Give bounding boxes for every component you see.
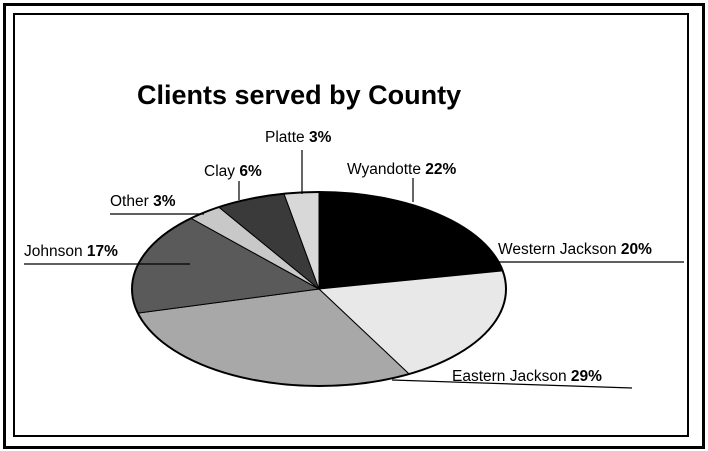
slice-label-eastern-jackson: Eastern Jackson 29% (452, 368, 602, 385)
slice-label-value: 22% (425, 161, 456, 178)
slice-label-johnson: Johnson 17% (24, 243, 118, 260)
slice-label-value: 6% (239, 163, 262, 180)
pie-slices (131, 191, 507, 387)
pie-callouts: Wyandotte 22% Western Jackson 20% Eastern … (24, 129, 684, 389)
slice-label-value: 20% (621, 241, 652, 258)
slice-label-platte: Platte 3% (265, 129, 332, 146)
slice-label-value: 17% (87, 243, 118, 260)
slice-label-western-jackson: Western Jackson 20% (498, 241, 652, 258)
slice-label-name: Clay (204, 163, 239, 180)
slice-label-name: Wyandotte (347, 161, 425, 178)
chart-title: Clients served by County (137, 80, 461, 110)
slice-label-name: Western Jackson (498, 241, 621, 258)
slice-label-name: Eastern Jackson (452, 368, 571, 385)
slice-label-value: 3% (309, 129, 332, 146)
slice-label-other: Other 3% (110, 193, 176, 210)
slice-label-name: Johnson (24, 243, 87, 260)
slice-label-value: 3% (153, 193, 176, 210)
slice-label-name: Other (110, 193, 153, 210)
slice-label-clay: Clay 6% (204, 163, 262, 180)
outer-frame (3, 3, 705, 449)
pie-outline (131, 191, 507, 387)
slice-label-value: 29% (571, 368, 602, 385)
inner-frame (13, 13, 689, 437)
slice-label-wyandotte: Wyandotte 22% (347, 161, 457, 178)
slice-label-name: Platte (265, 129, 309, 146)
callout-line-eastern-jackson (391, 379, 633, 389)
